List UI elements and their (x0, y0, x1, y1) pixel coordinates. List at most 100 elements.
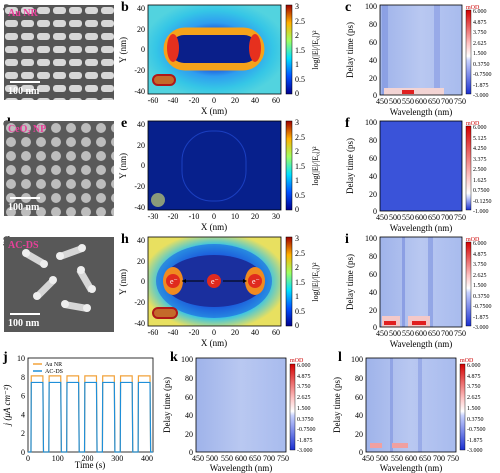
cbar-tick: 3.375 (473, 157, 487, 163)
colorbar (459, 363, 466, 451)
cbar-label: log(|E|/|E₀|)² (311, 146, 320, 186)
x-ticks: 0 100 200 300 400 (26, 454, 153, 463)
xtick: 60 (272, 96, 280, 105)
cbar-tick: -0.1250 (473, 199, 492, 205)
dumbbell-pattern (4, 237, 114, 332)
ytick: 40 (369, 172, 377, 181)
ta-map-l: 100 80 60 40 20 0 Delay time (ps) 450 50… (332, 355, 486, 473)
x-axis-label: X (nm) (201, 106, 227, 116)
xtick: 30 (272, 212, 280, 221)
cbar-unit: mOD (290, 358, 304, 364)
xtick: 0 (212, 328, 216, 337)
ytick: -40 (134, 319, 145, 328)
cbar-tick: 0.7500 (473, 188, 490, 194)
panel-label-i: i (345, 232, 349, 247)
x-axis-label: Wavelength (nm) (390, 339, 453, 349)
ytick: 60 (369, 270, 377, 279)
sample-tag: Au NR (8, 8, 38, 19)
xtick: 500 (376, 454, 388, 463)
cbar-tick: -1.875 (297, 438, 313, 444)
cbar-label: log(|E|/|E₀|)² (311, 30, 320, 70)
ytick: 40 (185, 411, 193, 420)
cbar-tick: 2.5 (295, 133, 305, 142)
cbar-unit: mOD (466, 237, 480, 243)
cbar-tick: 6.000 (473, 9, 487, 15)
cbar-tick: -1.000 (473, 209, 489, 215)
xtick: 300 (111, 454, 123, 463)
xtick: 750 (454, 97, 466, 106)
ytick: 80 (369, 252, 377, 261)
xtick: -30 (148, 212, 159, 221)
cbar-tick: 2.500 (473, 167, 487, 173)
cbar-tick: 2.625 (473, 41, 487, 47)
ytick: 20 (369, 74, 377, 83)
electron-label: e⁻ (170, 277, 178, 286)
ytick: -40 (134, 203, 145, 212)
x-axis-label: Wavelength (nm) (390, 223, 453, 233)
xtick: -20 (189, 328, 200, 337)
cbar-tick: 3 (295, 118, 299, 127)
xtick: 600 (235, 454, 247, 463)
xtick: 700 (441, 213, 453, 222)
ytick: 40 (369, 288, 377, 297)
ytick: 80 (369, 136, 377, 145)
ytick: -20 (134, 182, 145, 191)
cbar-tick: 3.750 (297, 384, 311, 390)
ytick: 40 (355, 411, 363, 420)
xtick: 0 (26, 454, 30, 463)
electron-center (207, 274, 221, 288)
ytick: 100 (365, 2, 377, 11)
cbar-tick: 1.500 (473, 51, 487, 57)
ytick: 20 (369, 190, 377, 199)
cbar-tick: 0.3750 (473, 294, 490, 300)
cbar-tick: 1.625 (473, 178, 487, 184)
ytick: 0 (21, 448, 25, 457)
xtick: 550 (221, 454, 233, 463)
ytick: 0 (373, 207, 377, 216)
ytick: 6 (21, 392, 25, 401)
panel-label-l: l (338, 350, 342, 365)
cbar-tick: 1 (295, 176, 299, 185)
cbar-tick: -0.7500 (467, 427, 486, 433)
y-ticks: 0 2 4 6 8 10 (17, 354, 25, 457)
xtick: 450 (362, 454, 374, 463)
cbar-tick: -1.875 (467, 438, 483, 444)
cbar-tick: 2 (295, 147, 299, 156)
tem-image-au-nr: Au NR 100 nm (4, 5, 114, 100)
x-axis-label: Time (s) (75, 460, 105, 470)
cbar-tick: 2.625 (297, 395, 311, 401)
xtick: 700 (441, 329, 453, 338)
y-axis-label: Y (nm) (118, 153, 128, 179)
cbar-tick: 0.5 (295, 191, 305, 200)
xtick: 700 (433, 454, 445, 463)
ytick: 20 (369, 306, 377, 315)
cbar-tick: 3.750 (467, 384, 481, 390)
xtick: 750 (447, 454, 459, 463)
cbar-tick: 2.625 (473, 273, 487, 279)
cbar-tick: 4.250 (473, 146, 487, 152)
sample-tag: CeO₂ NP (8, 124, 47, 135)
xtick: 600 (415, 213, 427, 222)
x-ticks: -60 -40 -20 0 20 40 60 (148, 96, 280, 105)
xtick: 20 (231, 96, 239, 105)
cbar-label: log(|E|/|E₀|)² (311, 262, 320, 302)
xtick: 20 (231, 328, 239, 337)
xtick: 700 (263, 454, 275, 463)
colorbar (465, 241, 472, 327)
xtick: 450 (192, 454, 204, 463)
xtick: 750 (454, 213, 466, 222)
ytick: 80 (369, 20, 377, 29)
ytick: 20 (185, 430, 193, 439)
cbar-tick: 1.5 (295, 46, 305, 55)
x-axis-label: X (nm) (201, 222, 227, 232)
xtick: 750 (277, 454, 289, 463)
y-axis-label: j (μA cm⁻²) (2, 385, 12, 427)
y-ticks: 40 20 0 -20 -40 (134, 4, 145, 96)
xtick: 700 (441, 97, 453, 106)
xtick: 500 (389, 329, 401, 338)
xtick: 650 (428, 329, 440, 338)
ytick: -40 (134, 87, 145, 96)
ytick: 40 (137, 120, 145, 129)
electron-label: e⁻ (252, 277, 260, 286)
xtick: 550 (402, 213, 414, 222)
